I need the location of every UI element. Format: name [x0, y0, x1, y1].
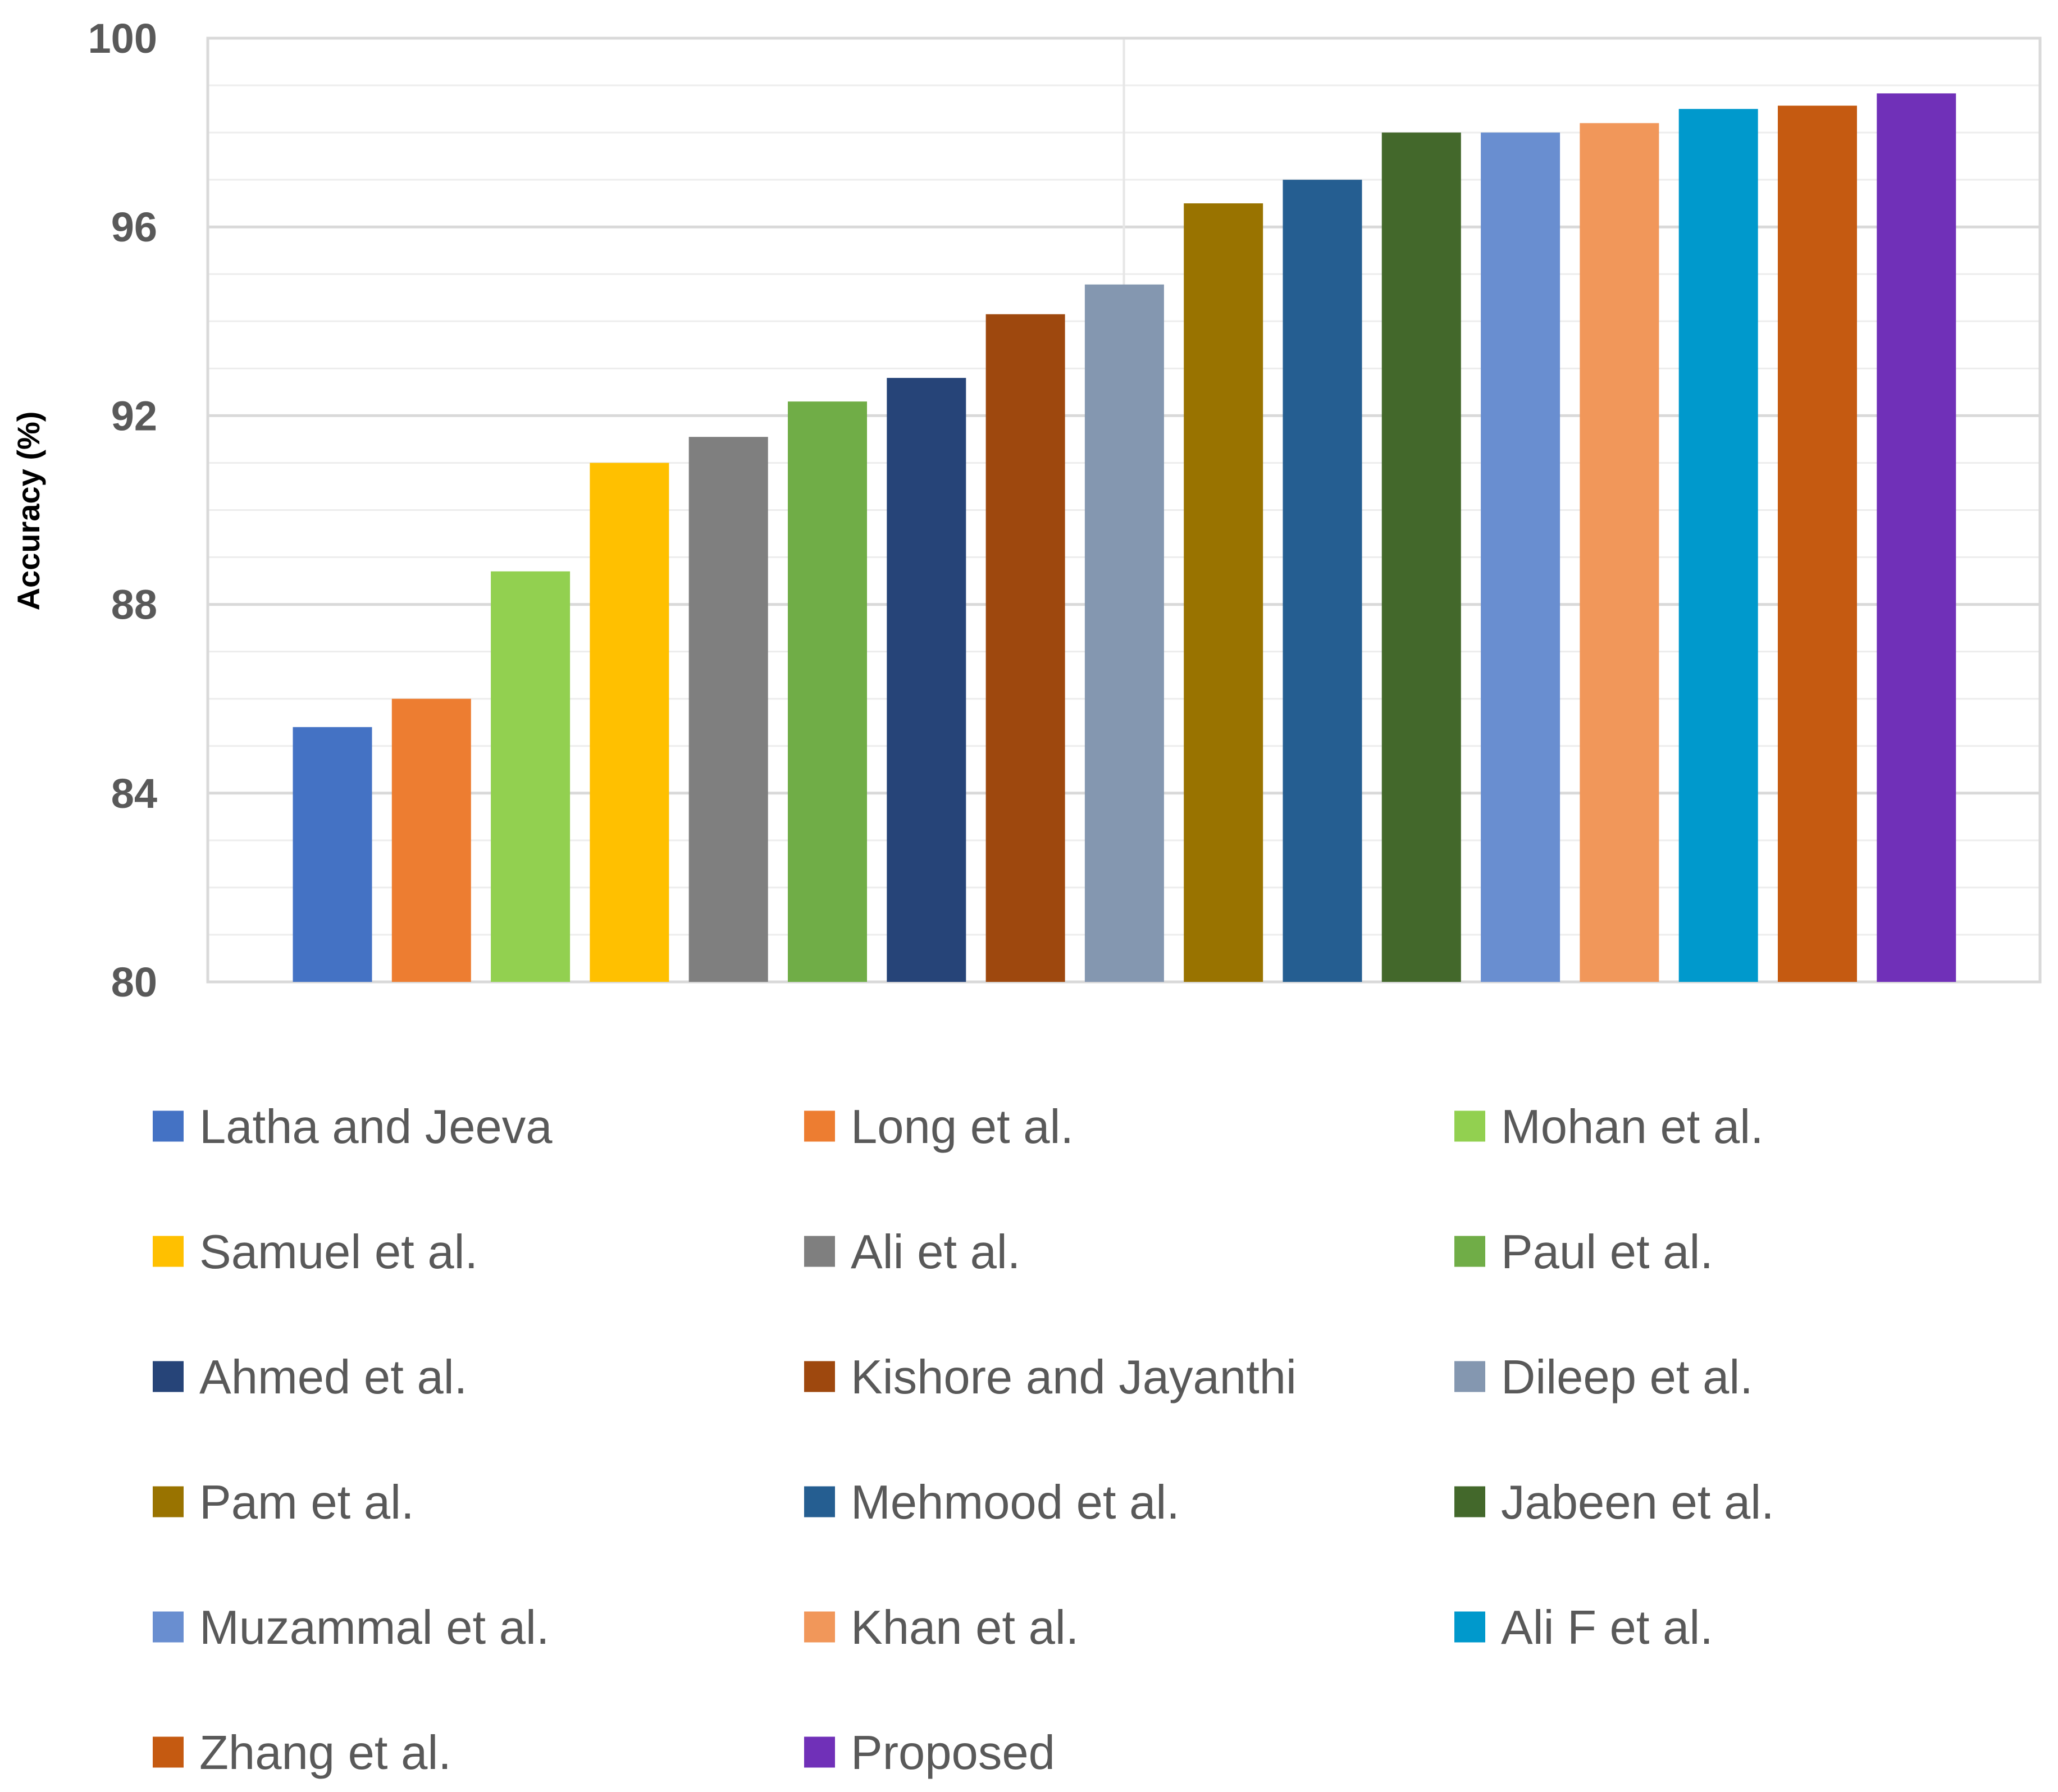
bar-mohan-et-al — [491, 571, 571, 982]
legend-label: Kishore and Jayanthi — [851, 1351, 1297, 1404]
bar-ahmed-et-al — [887, 378, 966, 982]
legend-swatch — [153, 1486, 184, 1517]
y-tick-label: 100 — [88, 15, 157, 62]
legend-swatch — [804, 1486, 835, 1517]
legend-label: Proposed — [851, 1726, 1055, 1780]
legend-label: Dileep et al. — [1501, 1351, 1753, 1404]
legend-label: Latha and Jeeva — [199, 1100, 553, 1154]
bar-ali-et-al — [688, 437, 768, 982]
legend: Latha and Jeeva Long et al. Mohan et al. Sa… — [153, 1100, 1774, 1780]
legend-label: Ali et al. — [851, 1226, 1020, 1279]
legend-label: Paul et al. — [1501, 1226, 1713, 1279]
legend-swatch — [1454, 1486, 1485, 1517]
legend-item: Mohan et al. — [1454, 1100, 1764, 1154]
legend-item: Proposed — [804, 1726, 1055, 1780]
legend-label: Ali F et al. — [1501, 1601, 1713, 1654]
legend-label: Long et al. — [851, 1100, 1074, 1154]
y-tick-label: 96 — [111, 204, 157, 250]
legend-label: Khan et al. — [851, 1601, 1079, 1654]
legend-label: Zhang et al. — [199, 1726, 451, 1780]
legend-item: Paul et al. — [1454, 1226, 1713, 1279]
bar-dileep-et-al — [1084, 284, 1164, 982]
bar-muzammal-et-al — [1481, 132, 1560, 982]
bar-pam-et-al — [1184, 203, 1263, 982]
legend-item: Latha and Jeeva — [153, 1100, 553, 1154]
y-axis-title: Accuracy (%) — [11, 412, 46, 611]
legend-swatch — [1454, 1236, 1485, 1267]
legend-item: Samuel et al. — [153, 1226, 478, 1279]
bar-jabeen-et-al — [1381, 132, 1461, 982]
bar-long-et-al — [391, 698, 471, 982]
legend-item: Khan et al. — [804, 1601, 1079, 1654]
legend-swatch — [1454, 1110, 1485, 1142]
legend-swatch — [804, 1110, 835, 1142]
legend-item: Dileep et al. — [1454, 1351, 1753, 1404]
legend-label: Muzammal et al. — [199, 1601, 550, 1654]
legend-swatch — [153, 1361, 184, 1392]
legend-item: Kishore and Jayanthi — [804, 1351, 1297, 1404]
legend-label: Jabeen et al. — [1501, 1476, 1774, 1529]
legend-item: Muzammal et al. — [153, 1601, 550, 1654]
legend-item: Jabeen et al. — [1454, 1476, 1774, 1529]
bar-paul-et-al — [788, 401, 867, 982]
legend-label: Mehmood et al. — [851, 1476, 1180, 1529]
legend-item: Long et al. — [804, 1100, 1074, 1154]
bar-ali-f-et-al — [1678, 109, 1758, 982]
y-tick-label: 88 — [111, 582, 157, 628]
bar-samuel-et-al — [590, 463, 669, 982]
legend-swatch — [804, 1236, 835, 1267]
legend-label: Samuel et al. — [199, 1226, 478, 1279]
legend-label: Pam et al. — [199, 1476, 414, 1529]
y-tick-label: 92 — [111, 392, 157, 439]
legend-item: Mehmood et al. — [804, 1476, 1180, 1529]
legend-swatch — [153, 1736, 184, 1768]
legend-swatch — [153, 1611, 184, 1643]
bar-khan-et-al — [1580, 123, 1659, 982]
legend-swatch — [1454, 1611, 1485, 1643]
legend-swatch — [153, 1110, 184, 1142]
bar-latha-and-jeeva — [293, 727, 372, 982]
legend-item: Ali et al. — [804, 1226, 1020, 1279]
y-tick-label: 80 — [111, 959, 157, 1005]
legend-item: Zhang et al. — [153, 1726, 451, 1780]
legend-swatch — [804, 1611, 835, 1643]
legend-label: Mohan et al. — [1501, 1100, 1764, 1154]
bar-zhang-et-al — [1778, 106, 1857, 982]
bar-kishore-and-jayanthi — [985, 314, 1065, 982]
y-tick-label: 84 — [111, 770, 157, 817]
y-axis-tick-labels: 80 84 88 92 96 100 — [88, 15, 157, 1005]
bars-group — [293, 93, 1956, 982]
legend-label: Ahmed et al. — [199, 1351, 467, 1404]
bar-mehmood-et-al — [1283, 180, 1362, 982]
legend-item: Ahmed et al. — [153, 1351, 467, 1404]
legend-swatch — [804, 1361, 835, 1392]
legend-swatch — [804, 1736, 835, 1768]
legend-item: Ali F et al. — [1454, 1601, 1713, 1654]
legend-swatch — [1454, 1361, 1485, 1392]
legend-item: Pam et al. — [153, 1476, 414, 1529]
legend-swatch — [153, 1236, 184, 1267]
bar-proposed — [1877, 93, 1956, 982]
